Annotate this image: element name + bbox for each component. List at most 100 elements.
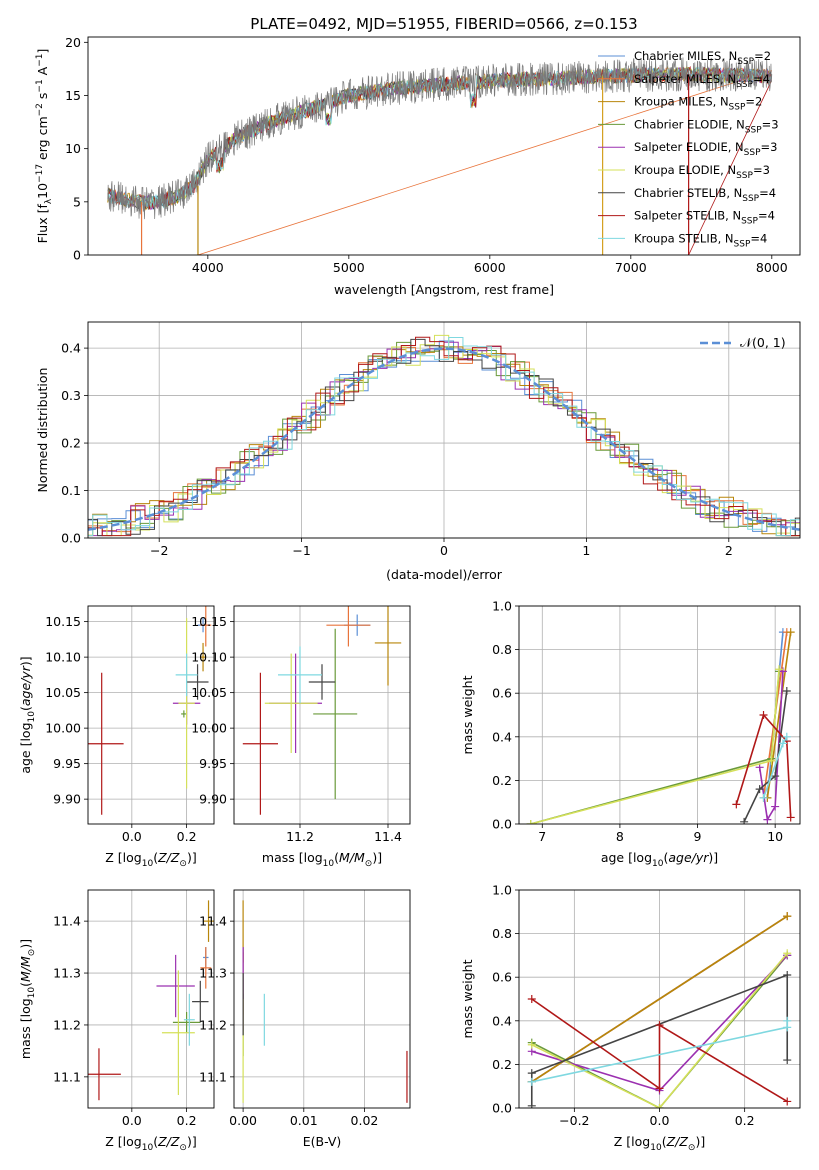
y-axis-label-part-1: λ (44, 198, 54, 204)
y-tick-label: 10.10 (191, 650, 227, 665)
weight-vs-Z-axes: −0.2 0.0 0.2 0.0 0.2 0.4 0.6 0.8 1.0 Z [log10(Z/Z… (460, 883, 801, 1153)
x-tick-label: 7 (538, 829, 546, 844)
legend-label-part-1: SSP (736, 80, 753, 90)
y-axis-label-part-10: ] (35, 49, 50, 54)
mass-vs-Z-plot-area (88, 890, 214, 1108)
figure-title: PLATE=0492, MJD=51955, FIBERID=0566, z=0… (250, 15, 637, 33)
y-tick-label: 0.1 (61, 483, 81, 498)
age-vs-mass-axes: 11.2 11.4 9.90 9.95 10.00 10.05 10.10 10.15 mass… (191, 605, 411, 869)
x-tick-label: 5000 (333, 260, 365, 275)
x-axis-label-part-1: 10 (142, 1143, 154, 1153)
weight-point-marker (655, 1021, 664, 1030)
x-tick-label: 8000 (756, 260, 788, 275)
x-axis-label-part-4: ⊙ (365, 859, 373, 869)
y-tick-label: 0.8 (492, 642, 512, 657)
y-tick-label: 0.2 (492, 1057, 512, 1072)
y-axis-label-part-5: )] (18, 939, 33, 949)
weight-point-marker (786, 628, 795, 637)
legend-label-part-1: SSP (744, 148, 761, 158)
axes-frame (233, 605, 411, 825)
weight-point-marker (783, 1016, 792, 1025)
legend-label-part-1: SSP (745, 125, 762, 135)
weight-point-marker (732, 800, 741, 809)
x-axis-label-part-2: ( (153, 1134, 158, 1149)
x-axis-label: age [log10(age/yr)] (601, 850, 718, 869)
y-tick-label: 10.00 (191, 721, 227, 736)
x-axis-label-part-3: M/M (339, 850, 365, 865)
y-tick-label: 10.15 (45, 614, 81, 629)
legend-label-part-2: =2 (754, 49, 771, 63)
y-axis-label-part-3: age/yr (18, 665, 33, 706)
legend-label: 𝒩(0, 1) (740, 335, 786, 350)
weight-point-marker (763, 815, 772, 824)
observed-spectrum-line (107, 57, 773, 220)
residuals-axes: −2 −1 0 1 2 0.0 0.1 0.2 0.3 0.4 (data-model)/error… (35, 321, 801, 582)
y-axis-label: mass weight (460, 675, 475, 754)
x-tick-label: 8 (616, 829, 624, 844)
age-vs-Z-axes: 0.0 0.2 9.90 9.95 10.00 10.05 10.10 10.15 Z [log… (18, 605, 215, 869)
y-axis-label-part-6: s (35, 93, 50, 104)
x-axis-label-part-0: E(B-V) (303, 1134, 342, 1149)
y-tick-label: 0.4 (492, 1013, 512, 1028)
age-vs-mass-plot-area (234, 606, 410, 824)
y-axis-label-part-0: Flux [f (35, 204, 50, 244)
y-tick-label: 0.6 (492, 970, 512, 985)
weight-series-line (735, 713, 792, 818)
y-axis-label: Normed distribution (35, 368, 50, 493)
x-tick-label: 6000 (474, 260, 506, 275)
weight-point-marker (527, 1040, 536, 1049)
residuals-plot-area (88, 322, 800, 539)
x-axis-label-part-5: )] (187, 850, 197, 865)
legend-label-part-1: SSP (737, 57, 754, 67)
x-tick-label: 0.2 (177, 1113, 197, 1128)
x-axis-label-part-0: mass [log (262, 850, 323, 865)
y-tick-label: 11.3 (199, 966, 227, 981)
x-axis-label: wavelength [Angstrom, rest frame] (334, 282, 554, 297)
x-axis-label: E(B-V) (303, 1134, 342, 1149)
y-axis-label-part-4: ⊙ (27, 949, 37, 957)
x-tick-label: 0.0 (650, 1113, 670, 1128)
y-tick-label: 0.2 (61, 436, 81, 451)
x-tick-label: 0.02 (351, 1113, 379, 1128)
legend-label-part-0: 𝒩 (740, 335, 755, 350)
weight-point-marker (655, 1084, 664, 1093)
x-tick-label: −0.2 (559, 1113, 589, 1128)
y-axis-label-part-4: )] (18, 656, 33, 666)
x-axis-label-part-4: )] (708, 850, 718, 865)
y-tick-label: 11.4 (199, 914, 227, 929)
legend-label-part-0: Chabrier ELODIE, N (634, 117, 745, 131)
weight-series-line (766, 632, 792, 798)
y-tick-label: 10.00 (45, 721, 81, 736)
clipped-marks (88, 334, 800, 537)
x-tick-label: 10 (767, 829, 783, 844)
x-axis-label-part-2: ( (663, 850, 668, 865)
legend-label-part-0: Kroupa ELODIE, N (634, 163, 736, 177)
y-tick-label: 9.95 (53, 756, 81, 771)
legend-label-part-0: Kroupa MILES, N (634, 95, 729, 109)
x-tick-label: −2 (150, 543, 168, 558)
legend-label-part-0: Chabrier MILES, N (634, 49, 737, 63)
x-axis-label-part-0: age [log (601, 850, 652, 865)
legend-label-part-1: SSP (741, 217, 758, 227)
x-axis-label-part-5: )] (187, 1134, 197, 1149)
x-tick-label: 0.0 (122, 1113, 142, 1128)
x-tick-label: 9 (694, 829, 702, 844)
legend-label-part-1: (0, 1) (752, 335, 786, 350)
y-axis-label-part-0: age [log (18, 722, 33, 773)
y-tick-label: 11.4 (53, 914, 81, 929)
axes-frame (87, 889, 215, 1109)
x-tick-label: 2 (725, 543, 733, 558)
weight-point-marker (526, 820, 535, 824)
legend-label-part-0: Salpeter ELODIE, N (634, 140, 744, 154)
weight-point-marker (771, 772, 780, 781)
clipped-marks (88, 900, 214, 1101)
y-tick-label: 0.8 (492, 926, 512, 941)
y-axis-label-part-9: −1 (35, 54, 45, 67)
y-tick-label: 10.15 (191, 614, 227, 629)
y-tick-label: 9.95 (199, 756, 227, 771)
weight-point-marker (655, 1104, 664, 1108)
x-axis-label: mass [log10(M/M⊙)] (262, 850, 382, 869)
weight-point-marker (740, 817, 749, 824)
legend-label-part-2: =3 (762, 117, 779, 131)
